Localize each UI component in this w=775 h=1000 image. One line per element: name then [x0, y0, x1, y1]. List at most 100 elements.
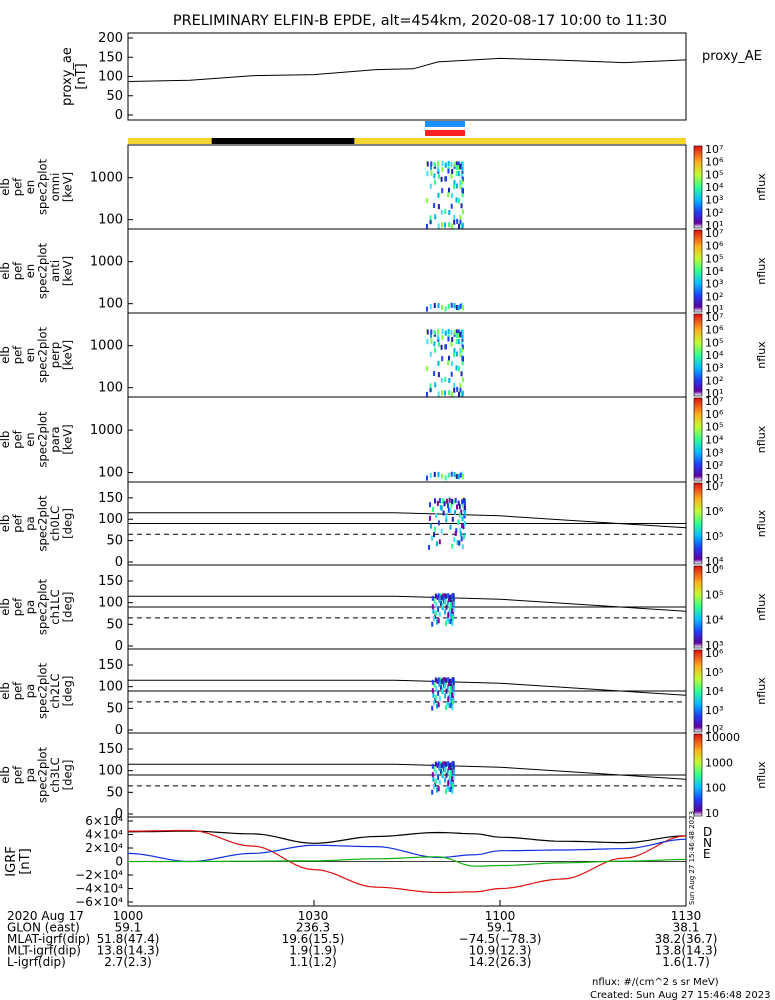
spectrogram-pixel: [450, 330, 453, 335]
y-tick-label: 100: [98, 213, 123, 228]
panel-frame: [127, 228, 687, 314]
spectrogram-pixel: [437, 161, 440, 167]
spectrogram-pixel: [453, 537, 456, 542]
spectrogram-pixel: [440, 344, 443, 350]
y-axis-label: elb: [0, 598, 12, 616]
spectrogram-pixel: [448, 378, 451, 383]
spectrogram-pixel: [453, 329, 456, 335]
panel-ch2LC: 0 50 100 150 10² 10³ 10⁴ 10⁵ 10⁶ nflux elbpefpaspe…: [0, 647, 768, 738]
spectrogram-pixel: [445, 788, 447, 794]
component-label-N: N: [703, 836, 712, 850]
spectrogram-pixel: [438, 779, 441, 785]
spectrogram-pixel: [447, 593, 450, 599]
spectrogram-pixel: [455, 161, 458, 167]
footnote: nflux: #/(cm^2 s sr MeV): [592, 977, 719, 988]
spectrogram-pixel: [445, 514, 448, 519]
spectrogram-pixel: [444, 475, 447, 481]
spectrogram-pixel: [446, 684, 449, 690]
y-tick-label: 1000: [90, 171, 123, 186]
spectrogram-pixel: [453, 180, 456, 185]
spectrogram-pixel: [450, 391, 453, 397]
y-axis-label: spec2plot: [35, 411, 49, 468]
spectrogram-pixel: [430, 338, 433, 344]
y-tick-label: 0: [115, 807, 123, 822]
spectrogram-pixel: [441, 304, 443, 310]
spectrogram-pixel: [461, 523, 464, 528]
spectrogram-pixel: [433, 329, 436, 335]
colorbar-tick-label: 10⁷: [705, 395, 723, 408]
y-axis-label: pa: [23, 600, 37, 614]
spectrogram-pixel: [426, 198, 429, 204]
y-tick-label: 100: [98, 764, 123, 779]
y-tick-label: 150: [98, 50, 123, 65]
spectrogram-pixel: [450, 162, 453, 167]
colorbar-tick-label: 10⁶: [705, 156, 724, 169]
spectrogram-pixel: [440, 377, 443, 383]
spectrogram-pixel: [435, 770, 438, 776]
spectrogram-pixel: [433, 173, 436, 179]
spectrogram-pixel: [459, 219, 462, 225]
series-line-D: [128, 829, 687, 894]
spectrogram-pixel: [461, 166, 464, 172]
colorbar-tick-label: 100: [705, 782, 726, 795]
spectrogram-pixel: [440, 176, 443, 182]
spectrogram-pixel: [441, 390, 443, 396]
y-tick-label: 0: [115, 723, 123, 738]
colorbar-tick-label: 10⁴: [705, 434, 724, 447]
spectrogram-pixel: [450, 203, 453, 209]
y-axis-label: ch1LC: [48, 589, 62, 624]
spectrogram-pixel: [453, 348, 456, 353]
spectrogram-pixel: [446, 784, 449, 790]
colorbar: [693, 733, 703, 817]
spectrogram-pixel: [459, 351, 462, 357]
spectrogram-pixel: [461, 499, 464, 505]
spectrogram-pixel: [441, 329, 444, 335]
footer-row-label: MLAT-igrf(dip): [7, 932, 90, 946]
colorbar-label: nflux: [755, 173, 768, 201]
footer-value: 13.8(14.3): [97, 944, 160, 958]
y-tick-label: 1000: [90, 255, 123, 270]
spectrogram-pixel: [445, 772, 448, 778]
loss-cone-line: [128, 512, 687, 529]
y-axis-label: elb: [0, 766, 12, 784]
spectrogram-pixel: [450, 371, 453, 377]
spectrogram-pixel: [458, 391, 460, 397]
y-tick-label: 100: [98, 70, 123, 85]
spectrogram-pixel: [458, 366, 461, 372]
spectrogram-pixel: [450, 471, 453, 477]
colorbar-tick-label: 10⁶: [705, 563, 724, 576]
spectrogram-pixel: [426, 161, 429, 167]
spectrogram-pixel: [442, 677, 445, 683]
eclipse-bar: [211, 138, 355, 144]
spectrogram-pixel: [431, 763, 434, 769]
status-bars: [128, 121, 686, 144]
colorbar-label: nflux: [755, 677, 768, 705]
spectrogram-pixel: [429, 219, 432, 225]
spectrogram-pixel: [436, 594, 439, 600]
series-legend-label: proxy_AE: [702, 49, 762, 64]
spectrogram-pixel: [447, 697, 450, 703]
spectrogram-pixel: [461, 377, 464, 383]
spectrogram-pixel: [460, 509, 463, 515]
spectrogram-pixel: [460, 371, 463, 377]
spectrogram-pixel: [436, 334, 439, 340]
spectrogram-pixel: [434, 614, 437, 619]
spectrogram-pixel: [445, 593, 447, 599]
spectrogram-pixel: [459, 183, 462, 189]
spectrogram-pixel: [435, 541, 438, 547]
spectrogram-pixel: [445, 176, 447, 182]
spectrogram-pixel: [451, 776, 454, 782]
spectrogram-pixel: [449, 681, 452, 686]
y-axis-label: ch2LC: [48, 673, 62, 708]
spectrogram-pixel: [438, 695, 441, 701]
spectrogram-pixel: [438, 498, 441, 504]
spectrogram-pixel: [454, 530, 457, 536]
spectrogram-pixel: [461, 223, 464, 229]
spectrogram-pixel: [450, 502, 453, 508]
colorbar-label: nflux: [755, 761, 768, 789]
y-axis-label: para: [48, 426, 62, 452]
panel-frame: [127, 144, 687, 230]
colorbar-tick-label: 10²: [705, 374, 723, 387]
spectrogram-pixel: [436, 678, 439, 684]
